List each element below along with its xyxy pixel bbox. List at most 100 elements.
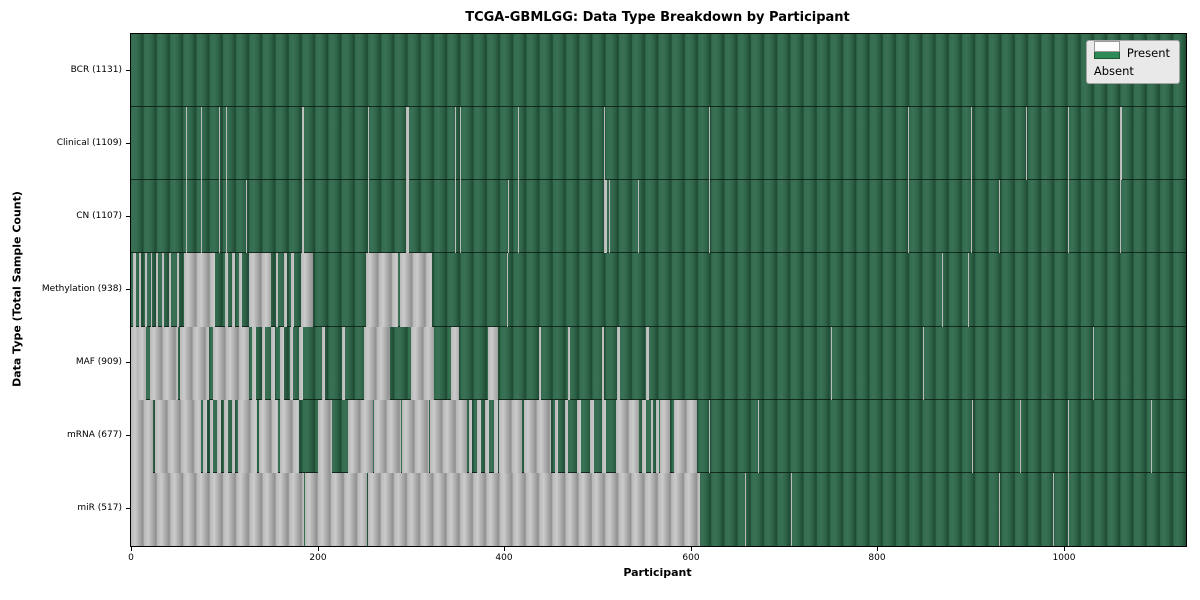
absent-segment bbox=[830, 326, 832, 400]
y-tick-label-cn: CN (1107) bbox=[76, 210, 122, 221]
absent-segment bbox=[161, 253, 164, 327]
absent-segment bbox=[709, 107, 711, 181]
absent-segment bbox=[1067, 399, 1069, 473]
absent-segment bbox=[213, 326, 249, 400]
absent-segment bbox=[261, 326, 266, 400]
y-tick-label-mir: miR (517) bbox=[77, 503, 122, 514]
heatmap-row-bcr bbox=[131, 34, 1186, 108]
legend-label-present: Present bbox=[1126, 46, 1170, 60]
absent-segment bbox=[602, 326, 604, 400]
absent-swatch-icon bbox=[1093, 41, 1120, 52]
absent-segment bbox=[791, 472, 793, 546]
absent-segment bbox=[348, 399, 373, 473]
y-tick-mark bbox=[126, 289, 130, 290]
absent-segment bbox=[659, 399, 671, 473]
absent-segment bbox=[538, 326, 542, 400]
absent-segment bbox=[673, 399, 698, 473]
absent-segment bbox=[224, 399, 228, 473]
absent-segment bbox=[518, 107, 520, 181]
absent-segment bbox=[248, 253, 271, 327]
absent-segment bbox=[218, 107, 220, 181]
heatmap-rows bbox=[131, 34, 1186, 546]
x-tick-label-600: 600 bbox=[682, 553, 700, 563]
absent-segment bbox=[322, 326, 326, 400]
absent-segment bbox=[506, 253, 508, 327]
absent-segment bbox=[603, 107, 605, 181]
absent-segment bbox=[341, 326, 345, 400]
absent-segment bbox=[366, 253, 398, 327]
absent-segment bbox=[238, 399, 257, 473]
absent-segment bbox=[450, 326, 460, 400]
absent-segment bbox=[499, 399, 522, 473]
absent-segment bbox=[1026, 107, 1028, 181]
absent-segment bbox=[406, 107, 409, 181]
y-tick-mark bbox=[126, 435, 130, 436]
absent-segment bbox=[280, 326, 284, 400]
absent-segment bbox=[555, 399, 559, 473]
absent-segment bbox=[616, 399, 640, 473]
absent-segment bbox=[454, 107, 456, 181]
absent-segment bbox=[131, 399, 154, 473]
absent-segment bbox=[280, 399, 299, 473]
y-tick-label-mrna: mRNA (677) bbox=[67, 430, 122, 441]
absent-segment bbox=[132, 253, 136, 327]
heatmap-row-cn bbox=[131, 180, 1186, 254]
absent-segment bbox=[1052, 472, 1054, 546]
heatmap-row-clinical bbox=[131, 107, 1186, 181]
absent-segment bbox=[972, 399, 974, 473]
absent-segment bbox=[460, 180, 462, 254]
y-tick-mark bbox=[126, 143, 130, 144]
absent-segment bbox=[477, 399, 481, 473]
absent-segment bbox=[650, 399, 654, 473]
absent-segment bbox=[1068, 180, 1070, 254]
plot-area: Present Absent bbox=[130, 33, 1187, 547]
absent-segment bbox=[150, 253, 153, 327]
absent-segment bbox=[258, 399, 279, 473]
absent-segment bbox=[367, 472, 700, 546]
legend-label-absent: Absent bbox=[1093, 64, 1134, 78]
absent-segment bbox=[200, 107, 202, 181]
absent-segment bbox=[155, 399, 201, 473]
x-tick-label-200: 200 bbox=[309, 553, 327, 563]
heatmap-row-methylation bbox=[131, 253, 1186, 327]
absent-segment bbox=[200, 180, 202, 254]
absent-segment bbox=[156, 253, 159, 327]
y-tick-mark bbox=[126, 508, 130, 509]
heatmap-row-mir bbox=[131, 472, 1186, 546]
absent-segment bbox=[564, 399, 568, 473]
chart-title: TCGA-GBMLGG: Data Type Breakdown by Part… bbox=[465, 10, 850, 25]
absent-segment bbox=[998, 180, 1000, 254]
absent-segment bbox=[608, 180, 610, 254]
y-tick-label-clinical: Clinical (1109) bbox=[56, 137, 122, 148]
absent-segment bbox=[970, 107, 972, 181]
absent-segment bbox=[202, 399, 208, 473]
absent-segment bbox=[283, 253, 287, 327]
absent-segment bbox=[576, 399, 581, 473]
absent-segment bbox=[179, 326, 210, 400]
absent-segment bbox=[406, 180, 409, 254]
absent-segment bbox=[169, 253, 172, 327]
absent-segment bbox=[402, 399, 429, 473]
y-tick-label-bcr: BCR (1131) bbox=[70, 64, 122, 75]
absent-segment bbox=[567, 326, 571, 400]
x-axis-label: Participant bbox=[623, 566, 692, 579]
absent-segment bbox=[642, 399, 646, 473]
absent-segment bbox=[460, 107, 462, 181]
y-tick-label-methylation: Methylation (938) bbox=[41, 284, 122, 294]
absent-segment bbox=[1019, 399, 1021, 473]
absent-segment bbox=[210, 399, 214, 473]
absent-segment bbox=[589, 399, 594, 473]
absent-segment bbox=[908, 107, 910, 181]
absent-segment bbox=[922, 326, 924, 400]
absent-segment bbox=[131, 472, 304, 546]
absent-segment bbox=[216, 399, 221, 473]
absent-segment bbox=[144, 253, 147, 327]
absent-segment bbox=[523, 399, 551, 473]
x-tick-mark bbox=[1064, 547, 1065, 551]
absent-segment bbox=[602, 399, 606, 473]
absent-segment bbox=[231, 253, 235, 327]
absent-segment bbox=[1119, 107, 1122, 181]
absent-segment bbox=[301, 180, 305, 254]
absent-segment bbox=[709, 180, 711, 254]
